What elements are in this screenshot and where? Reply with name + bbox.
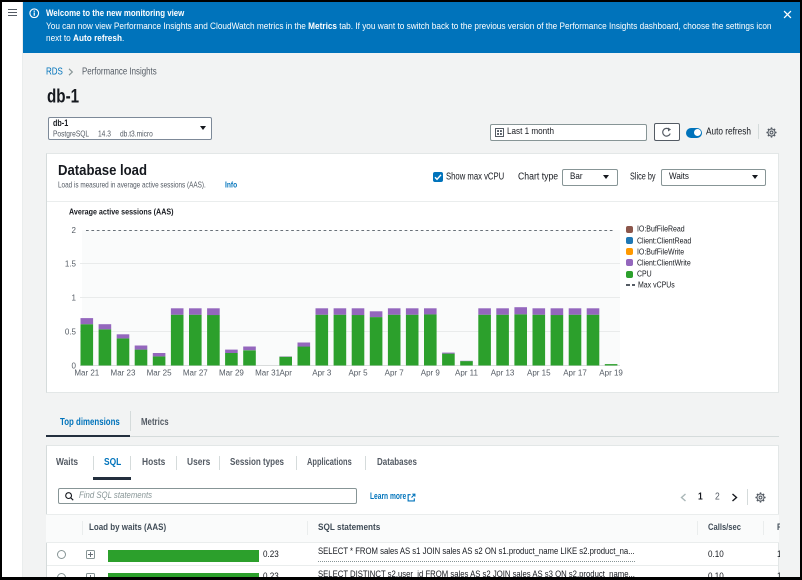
svg-text:2: 2 xyxy=(72,226,77,235)
svg-text:1: 1 xyxy=(72,294,77,303)
svg-text:Apr 9: Apr 9 xyxy=(421,369,441,378)
svg-text:Apr 13: Apr 13 xyxy=(491,369,515,378)
svg-text:Apr: Apr xyxy=(279,369,292,378)
svg-text:Mar 29: Mar 29 xyxy=(219,369,244,378)
svg-text:0.5: 0.5 xyxy=(65,327,77,336)
svg-text:Apr 3: Apr 3 xyxy=(312,369,332,378)
svg-text:Apr 15: Apr 15 xyxy=(527,369,551,378)
svg-text:Apr 5: Apr 5 xyxy=(348,369,368,378)
svg-text:Apr 17: Apr 17 xyxy=(563,369,587,378)
svg-text:Mar 27: Mar 27 xyxy=(183,369,208,378)
svg-text:Mar 23: Mar 23 xyxy=(111,369,136,378)
svg-text:Apr 11: Apr 11 xyxy=(455,369,479,378)
svg-text:Mar 21: Mar 21 xyxy=(74,369,99,378)
svg-text:0: 0 xyxy=(72,361,77,370)
svg-text:Apr 19: Apr 19 xyxy=(599,369,623,378)
svg-text:Mar 31: Mar 31 xyxy=(255,369,280,378)
svg-text:1.5: 1.5 xyxy=(65,260,77,269)
svg-text:Mar 25: Mar 25 xyxy=(147,369,172,378)
svg-text:Apr 7: Apr 7 xyxy=(385,369,405,378)
